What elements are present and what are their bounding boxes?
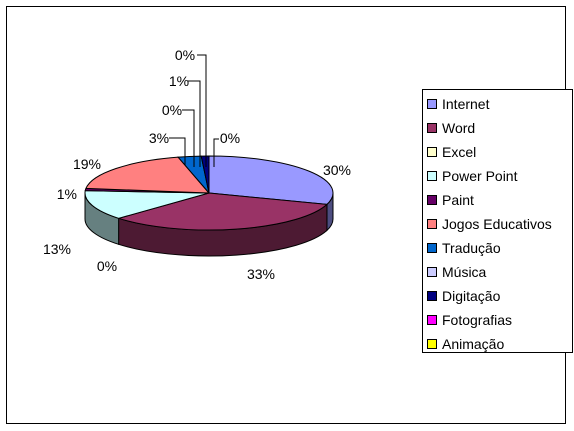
legend-swatch-word [427, 123, 437, 133]
legend-item-animacao: Animação [427, 334, 504, 354]
legend-swatch-power-point [427, 171, 437, 181]
pie-chart: 30% 33% 0% 13% 1% 19% 3% 0% 1% 0% 0% [43, 47, 351, 282]
pie-slice-word [116, 192, 329, 231]
legend-label-animacao: Animação [442, 336, 505, 352]
data-label-fotografias: 0% [175, 47, 195, 63]
legend-item-jogos-educativos: Jogos Educativos [427, 214, 552, 234]
pie-slice-jogos-educativos [85, 156, 211, 194]
pie-slice-internet [208, 155, 334, 205]
data-label-traducao: 3% [149, 130, 169, 146]
data-label-paint: 1% [57, 186, 77, 202]
data-label-excel: 0% [97, 258, 117, 274]
data-label-internet: 30% [323, 162, 351, 178]
legend-swatch-excel [427, 147, 437, 157]
legend-swatch-animacao [427, 339, 437, 349]
data-label-power-point: 13% [43, 241, 71, 257]
legend-item-word: Word [427, 118, 475, 138]
legend-swatch-digitacao [427, 291, 437, 301]
legend-swatch-traducao [427, 243, 437, 253]
legend-label-jogos-educativos: Jogos Educativos [442, 216, 552, 232]
legend-label-excel: Excel [442, 144, 477, 160]
legend-item-power-point: Power Point [427, 166, 517, 186]
leader-line-traducao [169, 137, 186, 165]
legend-label-paint: Paint [442, 192, 474, 208]
chart-area: 30% 33% 0% 13% 1% 19% 3% 0% 1% 0% 0% Internet Word E… [6, 6, 573, 424]
legend-swatch-fotografias [427, 315, 437, 325]
leader-line-animacao [213, 138, 219, 167]
legend-label-fotografias: Fotografias [442, 312, 513, 328]
legend-label-digitacao: Digitação [442, 288, 501, 304]
legend-item-traducao: Tradução [427, 238, 501, 258]
legend-label-internet: Internet [442, 96, 490, 112]
legend-swatch-jogos-educativos [427, 219, 437, 229]
data-label-jogos-educativos: 19% [73, 156, 101, 172]
legend-item-paint: Paint [427, 190, 474, 210]
legend-item-excel: Excel [427, 142, 476, 162]
legend-item-musica: Música [427, 262, 486, 282]
pie-slice-power-point [84, 190, 210, 219]
legend-label-musica: Música [442, 264, 487, 280]
legend-item-fotografias: Fotografias [427, 310, 512, 330]
legend-item-internet: Internet [427, 94, 489, 114]
legend-label-word: Word [442, 120, 476, 136]
legend-swatch-paint [427, 195, 437, 205]
legend-swatch-musica [427, 267, 437, 277]
leader-line-musica [182, 109, 195, 167]
data-label-musica: 0% [162, 102, 182, 118]
legend-item-digitacao: Digitação [427, 286, 500, 306]
data-label-digitacao: 1% [169, 73, 189, 89]
legend-swatch-internet [427, 99, 437, 109]
pie-slice-digitacao [200, 155, 210, 194]
legend-label-power-point: Power Point [442, 168, 518, 184]
leader-line-fotografias [197, 54, 207, 167]
chart-legend: Internet Word Excel Power Point Paint Jogos E… [422, 89, 573, 353]
data-label-animacao: 0% [220, 130, 240, 146]
leader-line-digitacao [188, 80, 201, 167]
legend-label-traducao: Tradução [442, 240, 501, 256]
data-label-word: 33% [247, 266, 275, 282]
